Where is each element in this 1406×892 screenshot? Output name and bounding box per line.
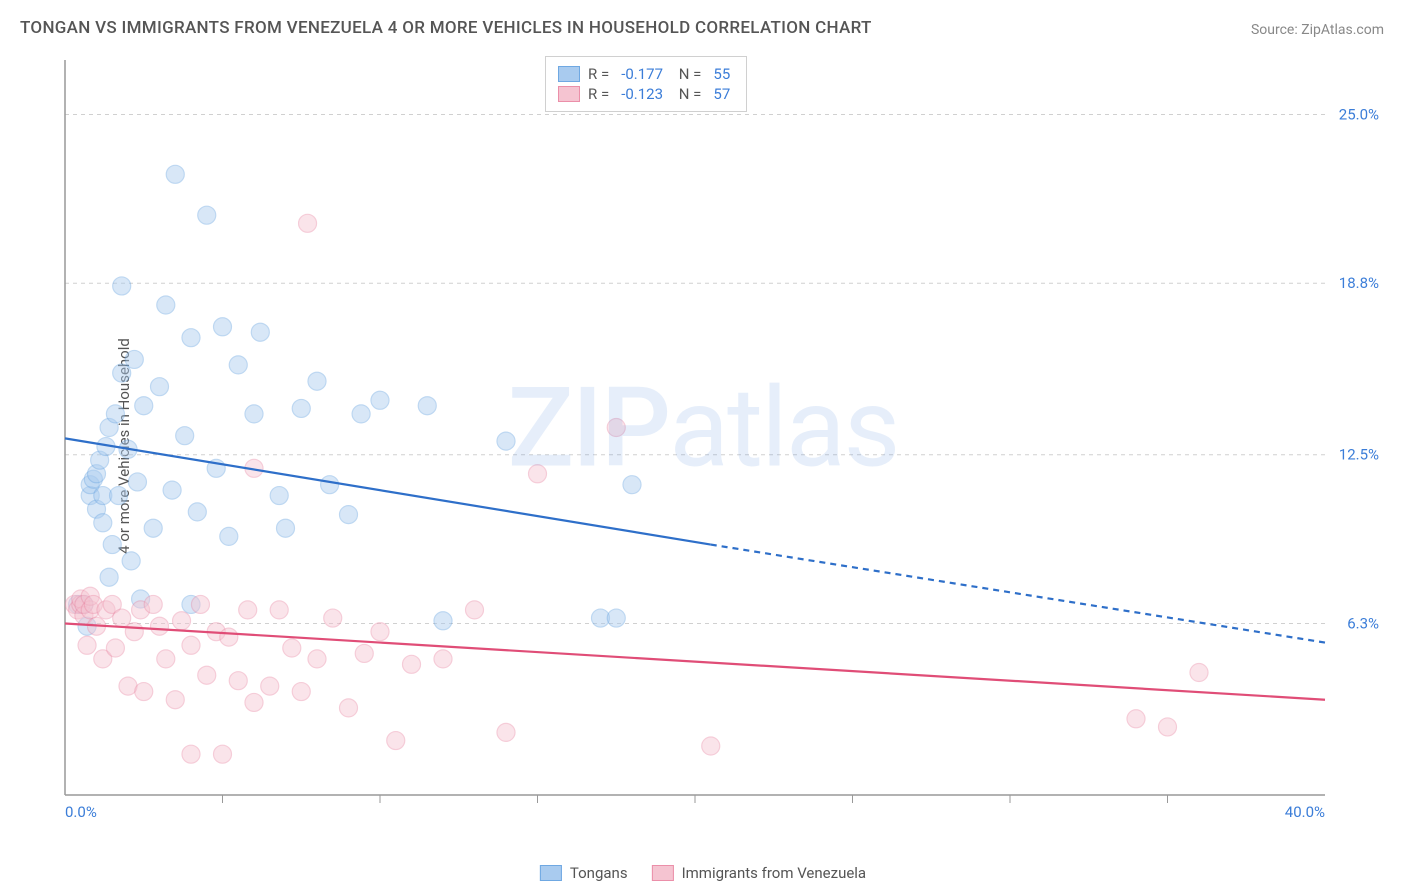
- legend-label: Tongans: [570, 864, 628, 882]
- svg-text:6.3%: 6.3%: [1347, 615, 1379, 633]
- legend-item-tongans: Tongans: [540, 864, 628, 882]
- r-label: R =: [588, 85, 609, 103]
- legend-item-venezuela: Immigrants from Venezuela: [652, 864, 867, 882]
- series-legend: Tongans Immigrants from Venezuela: [540, 864, 866, 882]
- r-value-venezuela: -0.123: [621, 85, 663, 103]
- chart-area: 6.3% 12.5% 18.8% 25.0% 0.0% 40.0%: [55, 55, 1385, 825]
- correlation-legend: R = -0.177 N = 55 R = -0.123 N = 57: [545, 56, 747, 112]
- n-label: N =: [675, 85, 701, 103]
- swatch-tongans: [540, 865, 562, 881]
- legend-row-venezuela: R = -0.123 N = 57: [558, 85, 734, 103]
- svg-text:18.8%: 18.8%: [1339, 274, 1379, 292]
- legend-row-tongans: R = -0.177 N = 55: [558, 65, 734, 83]
- svg-text:12.5%: 12.5%: [1339, 446, 1379, 464]
- scatter-chart: 6.3% 12.5% 18.8% 25.0% 0.0% 40.0%: [55, 55, 1385, 825]
- svg-text:0.0%: 0.0%: [65, 803, 97, 821]
- swatch-venezuela: [652, 865, 674, 881]
- legend-label: Immigrants from Venezuela: [682, 864, 867, 882]
- chart-title: TONGAN VS IMMIGRANTS FROM VENEZUELA 4 OR…: [20, 18, 872, 38]
- swatch-venezuela: [558, 86, 580, 102]
- n-label: N =: [675, 65, 701, 83]
- r-label: R =: [588, 65, 609, 83]
- swatch-tongans: [558, 66, 580, 82]
- n-value-tongans: 55: [713, 65, 730, 83]
- n-value-venezuela: 57: [713, 85, 730, 103]
- r-value-tongans: -0.177: [621, 65, 663, 83]
- source-attribution: Source: ZipAtlas.com: [1251, 22, 1384, 38]
- svg-text:40.0%: 40.0%: [1285, 803, 1325, 821]
- svg-text:25.0%: 25.0%: [1339, 105, 1379, 123]
